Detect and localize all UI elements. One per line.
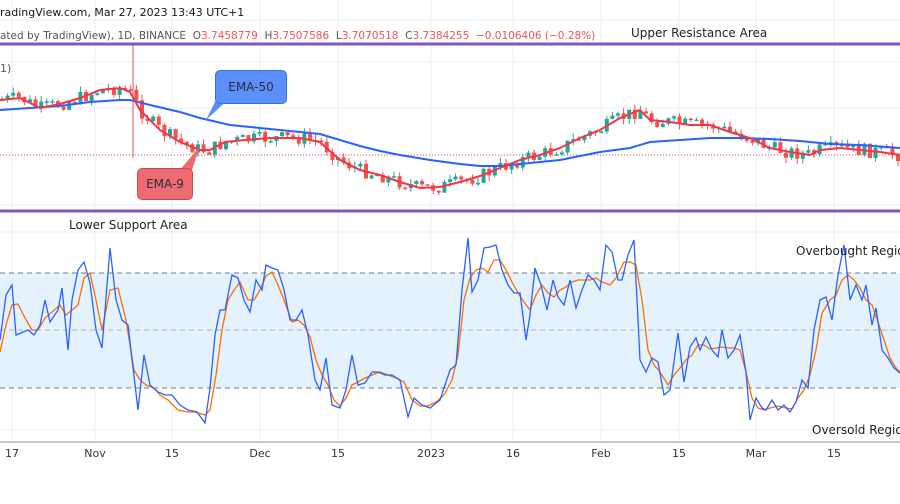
- time-axis-tick: 17: [5, 447, 19, 460]
- low-value: 3.7070518: [341, 30, 399, 42]
- high-value: 3.7507586: [272, 30, 330, 42]
- time-axis-tick: Feb: [591, 447, 611, 460]
- time-axis-tick: 16: [506, 447, 520, 460]
- ema-9-callout-pointer: [180, 146, 200, 170]
- close-value: 3.7384255: [412, 30, 470, 42]
- ema-50-callout: EMA-50: [215, 70, 287, 104]
- indicator-legend-truncated: 1): [0, 62, 12, 75]
- overbought-label: Overbought Region: [796, 244, 900, 258]
- low-label: L: [335, 30, 342, 42]
- high-label: H: [264, 30, 273, 42]
- time-axis-tick: 2023: [417, 447, 445, 460]
- open-value: 3.7458779: [201, 30, 258, 42]
- lower-support-label: Lower Support Area: [69, 218, 188, 232]
- open-label: O: [192, 30, 201, 42]
- time-axis-tick: Dec: [249, 447, 271, 460]
- upper-resistance-label: Upper Resistance Area: [631, 26, 768, 40]
- time-axis-tick: 15: [165, 447, 179, 460]
- time-axis-tick: Nov: [84, 447, 106, 460]
- stoch-k-line: [0, 237, 900, 425]
- ema-9-line: [0, 86, 900, 190]
- symbol-info: ated by TradingView), 1D, BINANCE: [0, 30, 187, 42]
- source-line: radingView.com, Mar 27, 2023 13:43 UTC+1: [0, 6, 245, 19]
- candlesticks: [0, 44, 900, 196]
- time-axis-tick: Mar: [745, 447, 767, 460]
- close-label: C: [405, 30, 413, 42]
- change-value: −0.0106406 (−0.28%): [475, 30, 596, 42]
- ohlc-legend: ated by TradingView), 1D, BINANCE O3.745…: [0, 30, 595, 42]
- time-axis-tick: 15: [331, 447, 345, 460]
- oversold-label: Oversold Region: [812, 423, 900, 437]
- time-axis-tick: 15: [672, 447, 686, 460]
- ema-50-line: [0, 99, 900, 167]
- time-axis-tick: 15: [827, 447, 841, 460]
- ema-9-callout: EMA-9: [137, 168, 193, 200]
